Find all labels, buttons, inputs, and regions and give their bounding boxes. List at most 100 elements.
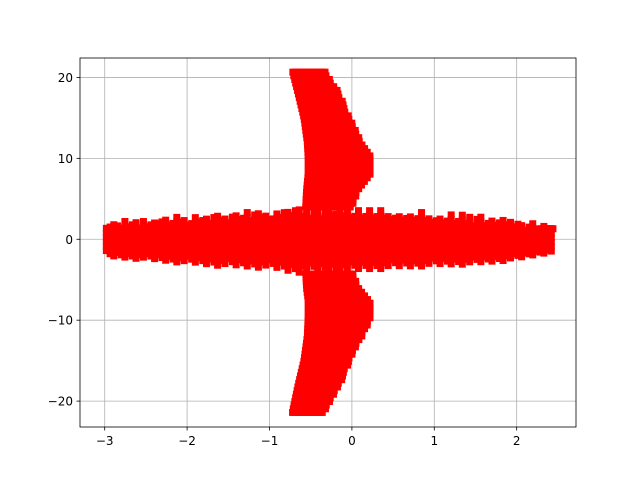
data-point (436, 215, 444, 223)
data-point (466, 222, 474, 230)
data-point (484, 237, 492, 245)
data-point (121, 222, 129, 230)
data-point (458, 233, 466, 241)
data-point (251, 251, 259, 259)
data-point (106, 245, 114, 253)
data-point (352, 339, 360, 347)
data-point (354, 242, 362, 250)
data-point (358, 258, 366, 266)
data-point (125, 241, 133, 249)
data-point (399, 229, 407, 237)
data-point (310, 253, 318, 261)
data-point (254, 259, 262, 267)
data-point (240, 232, 248, 240)
data-point (406, 262, 414, 270)
data-point (214, 221, 222, 229)
data-point (473, 251, 481, 259)
data-point (240, 254, 248, 262)
data-point (473, 247, 481, 255)
data-point (325, 398, 333, 406)
data-point (306, 241, 314, 249)
data-point (443, 222, 451, 230)
data-point (369, 258, 377, 266)
data-point (358, 249, 366, 257)
data-point (436, 251, 444, 259)
data-point (410, 243, 418, 251)
data-point (388, 233, 396, 241)
data-point (184, 248, 192, 256)
data-point (366, 310, 374, 318)
data-point (481, 230, 489, 238)
data-point (354, 265, 362, 273)
data-point (277, 258, 285, 266)
data-point (284, 240, 292, 248)
data-point (429, 250, 437, 258)
data-point (295, 224, 303, 232)
data-point (425, 255, 433, 263)
data-point (354, 224, 362, 232)
data-point (191, 254, 199, 262)
data-point (110, 230, 118, 238)
data-point (132, 241, 140, 249)
data-point (395, 217, 403, 225)
x-tick-label: 2 (513, 434, 521, 448)
data-point (128, 225, 136, 233)
data-point (321, 254, 329, 262)
data-point (366, 207, 374, 215)
data-point (514, 234, 522, 242)
data-point (128, 239, 136, 247)
data-point (506, 249, 514, 257)
data-point (392, 254, 400, 262)
data-point (458, 260, 466, 268)
data-point (349, 196, 357, 204)
data-point (492, 230, 500, 238)
data-point (506, 223, 514, 231)
data-point (232, 230, 240, 238)
data-point (202, 237, 210, 245)
data-point (151, 250, 159, 258)
data-point (173, 253, 181, 261)
data-point (295, 241, 303, 249)
data-point (440, 223, 448, 231)
data-point (321, 68, 329, 76)
data-point (180, 248, 188, 256)
data-point (418, 222, 426, 230)
data-point (366, 152, 374, 160)
data-point (280, 218, 288, 226)
data-point (377, 242, 385, 250)
data-point (269, 259, 277, 267)
data-point (202, 246, 210, 254)
data-point (529, 246, 537, 254)
data-point (432, 230, 440, 238)
data-point (325, 266, 333, 274)
data-point (354, 229, 362, 237)
data-point (514, 225, 522, 233)
data-point (358, 223, 366, 231)
data-point (310, 222, 318, 230)
data-point (325, 226, 333, 234)
data-point (395, 248, 403, 256)
data-point (191, 245, 199, 253)
data-point (514, 238, 522, 246)
data-point (284, 244, 292, 252)
data-point (362, 217, 370, 225)
data-point (443, 230, 451, 238)
data-point (165, 230, 173, 238)
data-point (499, 243, 507, 251)
data-point (418, 231, 426, 239)
data-point (162, 216, 170, 224)
data-point (266, 247, 274, 255)
data-point (321, 236, 329, 244)
data-point (510, 245, 518, 253)
data-point (128, 248, 136, 256)
data-point (336, 245, 344, 253)
data-point (143, 241, 151, 249)
data-point (117, 251, 125, 259)
data-point (525, 241, 533, 249)
data-point (132, 223, 140, 231)
data-point (199, 230, 207, 238)
data-point (499, 257, 507, 265)
data-point (518, 239, 526, 247)
data-point (291, 265, 299, 273)
data-point (481, 253, 489, 261)
